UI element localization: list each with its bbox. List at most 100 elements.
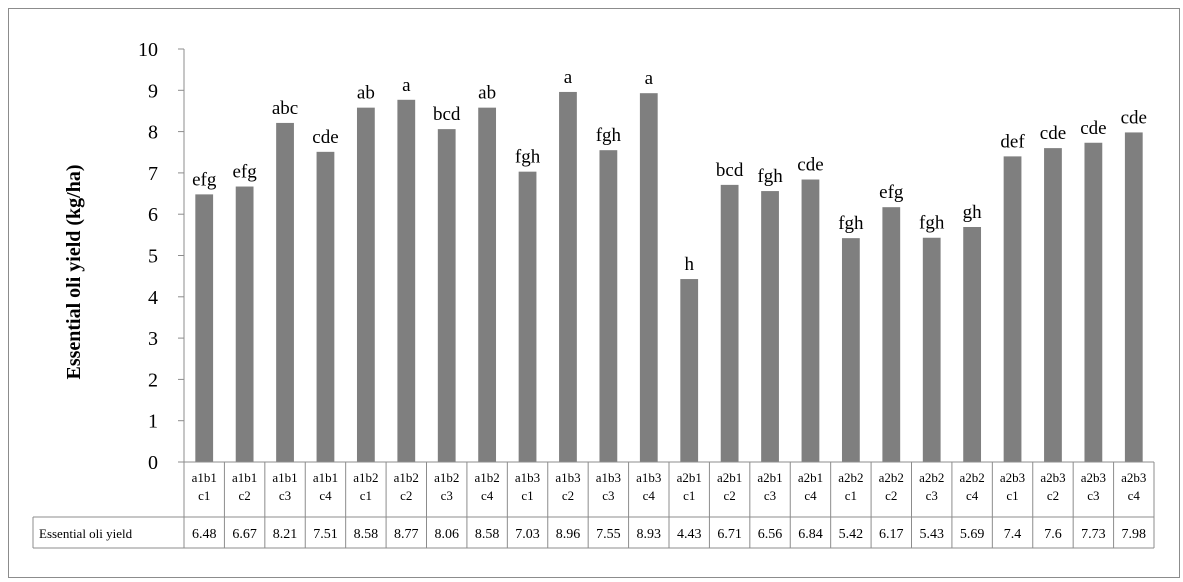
y-tick-label: 8 — [148, 122, 158, 144]
significance-letter: h — [684, 254, 694, 275]
x-category-sublabel: c4 — [966, 488, 979, 503]
bar — [841, 238, 860, 462]
x-category-sublabel: c4 — [643, 488, 656, 503]
significance-letter: abc — [272, 98, 298, 119]
bar — [922, 237, 941, 462]
significance-letter: cde — [1121, 107, 1147, 128]
x-category-label: a2b2 — [919, 470, 944, 485]
x-category-label: a2b1 — [717, 470, 742, 485]
x-category-sublabel: c4 — [319, 488, 332, 503]
x-category-label: a1b1 — [272, 470, 297, 485]
table-value: 5.43 — [919, 527, 944, 542]
y-tick-label: 10 — [138, 39, 158, 61]
bar — [276, 122, 294, 462]
bar — [1124, 132, 1143, 462]
x-category-sublabel: c3 — [764, 488, 776, 503]
bar — [518, 171, 537, 462]
significance-letter: fgh — [838, 213, 864, 234]
x-category-label: a2b2 — [879, 470, 904, 485]
significance-letter: ab — [478, 83, 496, 104]
x-category-sublabel: c4 — [481, 488, 494, 503]
significance-letter: cde — [797, 155, 823, 176]
bar — [559, 91, 577, 463]
significance-letter: efg — [232, 162, 257, 183]
bar — [397, 99, 416, 462]
table-value: 6.56 — [758, 527, 783, 542]
x-category-label: a1b3 — [555, 470, 580, 485]
table-value: 7.55 — [596, 527, 621, 542]
x-category-sublabel: c1 — [683, 488, 695, 503]
bar — [639, 93, 658, 462]
table-value: 8.77 — [394, 527, 419, 542]
x-category-sublabel: c3 — [279, 488, 291, 503]
x-category-sublabel: c1 — [1006, 488, 1018, 503]
bar — [478, 107, 497, 463]
x-category-sublabel: c3 — [1087, 488, 1099, 503]
bar — [882, 207, 901, 462]
significance-letter: cde — [312, 127, 338, 148]
bar — [437, 129, 456, 462]
significance-letter: ab — [357, 83, 375, 104]
x-category-sublabel: c1 — [198, 488, 210, 503]
bar — [720, 184, 739, 462]
x-category-sublabel: c4 — [1128, 488, 1141, 503]
y-axis-ticks: 0 1 2 3 4 5 6 7 8 9 10 — [138, 39, 185, 474]
x-category-label: a1b1 — [313, 470, 338, 485]
table-value: 8.58 — [475, 527, 500, 542]
bar — [801, 179, 820, 462]
y-tick-label: 5 — [148, 246, 158, 268]
significance-letter: cde — [1080, 118, 1106, 139]
x-category-sublabel: c3 — [602, 488, 614, 503]
bar — [195, 194, 214, 462]
significance-letter: a — [645, 68, 654, 89]
significance-letter: fgh — [596, 125, 622, 146]
table-value: 5.69 — [960, 527, 985, 542]
y-tick-label: 3 — [148, 328, 158, 350]
x-category-sublabel: c3 — [441, 488, 453, 503]
bars — [195, 91, 1143, 463]
x-category-sublabel: c2 — [885, 488, 897, 503]
table-value: 6.17 — [879, 527, 904, 542]
significance-letter: a — [402, 75, 411, 96]
y-tick-label: 9 — [148, 80, 158, 102]
x-category-label: a1b3 — [636, 470, 661, 485]
y-tick-label: 1 — [148, 411, 158, 433]
table-value: 7.6 — [1044, 527, 1062, 542]
table-value: 6.84 — [798, 527, 823, 542]
table-value: 8.96 — [556, 527, 581, 542]
chart-frame — [8, 8, 1180, 578]
x-category-sublabel: c1 — [360, 488, 372, 503]
table-value: 7.73 — [1081, 527, 1106, 542]
table-value: 5.42 — [839, 527, 864, 542]
table-value: 7.03 — [515, 527, 540, 542]
significance-letter: fgh — [515, 147, 541, 168]
x-category-label: a2b3 — [1081, 470, 1106, 485]
x-category-label: a2b3 — [1121, 470, 1146, 485]
significance-letter: gh — [963, 202, 983, 223]
bar — [356, 107, 375, 463]
significance-letter: def — [1000, 131, 1025, 152]
table-value: 7.51 — [313, 527, 338, 542]
significance-letter: cde — [1040, 123, 1066, 144]
x-category-sublabel: c1 — [521, 488, 533, 503]
x-category-sublabel: c4 — [804, 488, 817, 503]
significance-letter: bcd — [433, 104, 461, 125]
table-value: 7.98 — [1122, 527, 1147, 542]
bar — [599, 150, 618, 462]
y-tick-label: 6 — [148, 204, 158, 226]
significance-letter: fgh — [757, 166, 783, 187]
bar — [680, 279, 699, 462]
x-category-label: a2b1 — [677, 470, 702, 485]
table-value: 4.43 — [677, 527, 702, 542]
y-tick-label: 7 — [148, 163, 158, 185]
x-category-label: a1b2 — [353, 470, 378, 485]
x-category-label: a1b1 — [232, 470, 257, 485]
x-category-sublabel: c2 — [723, 488, 735, 503]
significance-letter: bcd — [716, 160, 744, 181]
bar — [1044, 148, 1062, 462]
x-category-label: a2b1 — [798, 470, 823, 485]
x-category-label: a2b1 — [757, 470, 782, 485]
bar — [316, 151, 335, 462]
x-category-label: a1b2 — [434, 470, 459, 485]
